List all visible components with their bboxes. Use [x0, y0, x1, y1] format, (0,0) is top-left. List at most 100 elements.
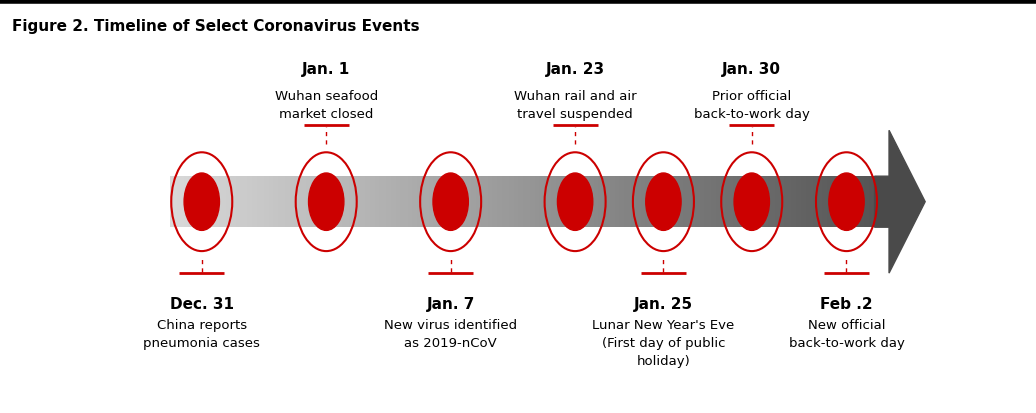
Bar — [579, 177, 582, 228]
Bar — [363, 177, 366, 228]
Bar — [829, 177, 832, 228]
Bar — [349, 177, 351, 228]
Bar — [337, 177, 340, 228]
Bar — [481, 177, 483, 228]
Bar — [365, 177, 368, 228]
Bar — [255, 177, 257, 228]
Bar — [516, 177, 519, 228]
Text: Figure 2. Timeline of Select Coronavirus Events: Figure 2. Timeline of Select Coronavirus… — [12, 19, 420, 33]
Bar — [283, 177, 286, 228]
Bar — [177, 177, 179, 228]
Bar — [662, 177, 665, 228]
Bar — [744, 177, 747, 228]
Bar — [440, 177, 443, 228]
Bar — [742, 177, 745, 228]
Bar — [370, 177, 373, 228]
Bar — [353, 177, 356, 228]
Bar — [436, 177, 438, 228]
Bar — [780, 177, 782, 228]
Bar — [690, 177, 693, 228]
Text: Jan. 7: Jan. 7 — [427, 296, 474, 311]
Bar — [799, 177, 801, 228]
Bar — [864, 177, 867, 228]
Bar — [786, 177, 789, 228]
Bar — [412, 177, 415, 228]
Bar — [416, 177, 420, 228]
Bar — [518, 177, 521, 228]
Bar — [172, 177, 175, 228]
Bar — [351, 177, 353, 228]
Bar — [858, 177, 860, 228]
Bar — [551, 177, 554, 228]
Bar — [640, 177, 643, 228]
Bar — [505, 177, 507, 228]
FancyArrow shape — [874, 131, 925, 273]
Bar — [466, 177, 469, 228]
Bar — [266, 177, 269, 228]
Bar — [655, 177, 658, 228]
Bar — [209, 177, 212, 228]
Ellipse shape — [309, 173, 344, 231]
Bar — [242, 177, 246, 228]
Bar — [471, 177, 473, 228]
Bar — [445, 177, 448, 228]
Bar — [196, 177, 198, 228]
Bar — [511, 177, 514, 228]
Bar — [297, 177, 299, 228]
Bar — [217, 177, 220, 228]
Bar — [704, 177, 707, 228]
Bar — [523, 177, 525, 228]
Bar — [278, 177, 281, 228]
Bar — [723, 177, 726, 228]
Bar — [462, 177, 464, 228]
Bar — [170, 177, 172, 228]
Text: Jan. 25: Jan. 25 — [634, 296, 693, 311]
Bar — [179, 177, 182, 228]
Bar — [537, 177, 540, 228]
Bar — [433, 177, 436, 228]
Bar — [422, 177, 425, 228]
Bar — [692, 177, 695, 228]
Bar — [259, 177, 262, 228]
Bar — [313, 177, 316, 228]
Bar — [335, 177, 338, 228]
Bar — [429, 177, 431, 228]
Bar — [614, 177, 617, 228]
Bar — [775, 177, 778, 228]
Bar — [403, 177, 405, 228]
Text: Jan. 23: Jan. 23 — [546, 62, 605, 77]
Bar — [507, 177, 509, 228]
Bar — [464, 177, 467, 228]
Bar — [492, 177, 495, 228]
Bar — [388, 177, 392, 228]
Bar — [497, 177, 499, 228]
Bar — [193, 177, 196, 228]
Bar — [226, 177, 229, 228]
Bar — [450, 177, 453, 228]
Bar — [525, 177, 528, 228]
Bar — [546, 177, 549, 228]
Bar — [834, 177, 836, 228]
Bar — [488, 177, 490, 228]
Text: Dec. 31: Dec. 31 — [170, 296, 234, 311]
Bar — [756, 177, 758, 228]
Text: Jan. 1: Jan. 1 — [303, 62, 350, 77]
Bar — [268, 177, 271, 228]
Bar — [657, 177, 660, 228]
Text: Jan. 30: Jan. 30 — [722, 62, 781, 77]
Text: Feb .2: Feb .2 — [821, 296, 872, 311]
Text: New virus identified
as 2019-nCoV: New virus identified as 2019-nCoV — [384, 318, 517, 349]
Bar — [570, 177, 573, 228]
Bar — [568, 177, 571, 228]
Bar — [634, 177, 636, 228]
Bar — [509, 177, 512, 228]
Bar — [377, 177, 379, 228]
Bar — [648, 177, 651, 228]
Bar — [782, 177, 784, 228]
Bar — [629, 177, 632, 228]
Bar — [673, 177, 677, 228]
Bar — [709, 177, 712, 228]
Bar — [207, 177, 210, 228]
Bar — [556, 177, 558, 228]
Bar — [271, 177, 274, 228]
